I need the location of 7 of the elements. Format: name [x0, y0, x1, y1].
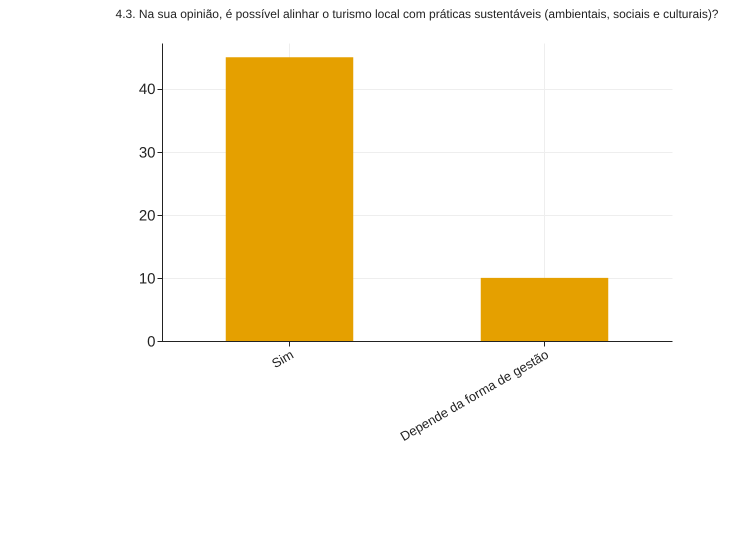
x-tick-label: Sim	[269, 346, 296, 371]
y-tick-label: 0	[147, 334, 156, 350]
chart-title: 4.3. Na sua opinião, é possível alinhar o turismo local com práticas sustentáveis (ambientais, sociais e culturais)?	[116, 7, 719, 21]
y-tick-label: 40	[138, 81, 156, 98]
y-tick-label: 10	[138, 270, 156, 288]
y-tick-label: 30	[138, 144, 156, 162]
y-tick-label: 20	[138, 207, 156, 224]
